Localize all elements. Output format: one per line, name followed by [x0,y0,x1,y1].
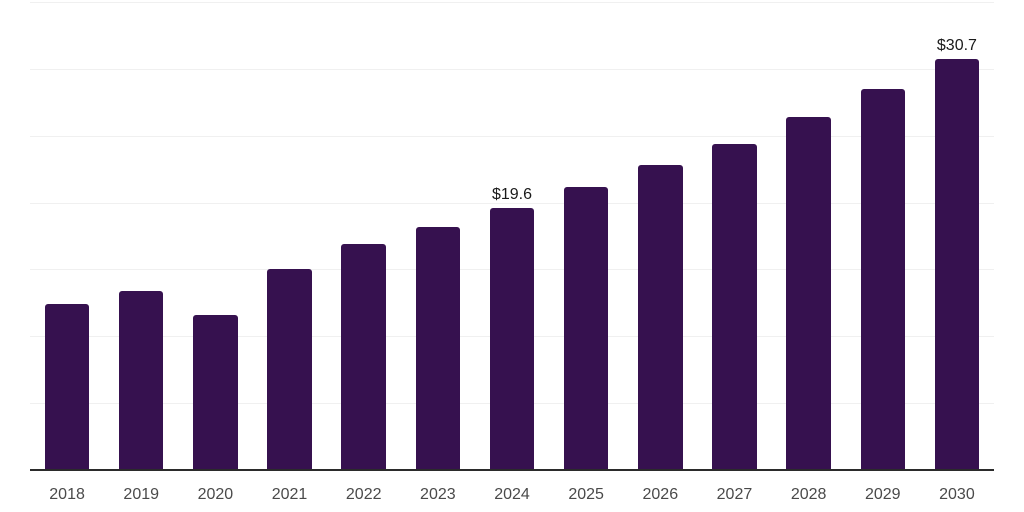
bar-2026[interactable] [638,165,683,470]
x-tick-label-2025: 2025 [568,486,604,503]
bar-value-label-2030: $30.7 [936,37,977,55]
x-tick-label-2030: 2030 [939,486,975,503]
bar-2027[interactable] [712,143,757,470]
x-tick-label-2022: 2022 [345,486,382,503]
x-tick-label-2028: 2028 [790,486,827,503]
x-axis-line [30,469,994,471]
bar-2028[interactable] [786,116,831,470]
bar-2024[interactable] [489,207,535,470]
bar-value-label-2024: $19.6 [491,185,533,203]
x-tick-label-2020: 2020 [197,486,234,503]
x-tick-label-2027: 2027 [716,486,753,503]
x-tick-label-2023: 2023 [420,486,456,503]
x-tick-label-2018: 2018 [49,486,85,503]
gridline-30 [30,68,994,70]
bar-2019[interactable] [118,290,164,470]
x-tick-label-2019: 2019 [123,486,160,503]
bar-2029[interactable] [860,88,906,470]
bar-2020[interactable] [193,314,238,470]
x-tick-label-2029: 2029 [864,486,901,503]
gridline-35 [30,2,994,3]
bar-2022[interactable] [341,244,386,470]
bar-2023[interactable] [415,226,461,470]
x-tick-label-2026: 2026 [642,486,679,503]
bar-2025[interactable] [563,186,609,470]
bar-2018[interactable] [44,304,90,470]
x-tick-label-2024: 2024 [494,486,530,503]
gridline-25 [30,135,994,137]
bar-2030[interactable] [934,59,980,470]
bar-2021[interactable] [267,269,312,470]
x-tick-label-2021: 2021 [271,486,308,503]
